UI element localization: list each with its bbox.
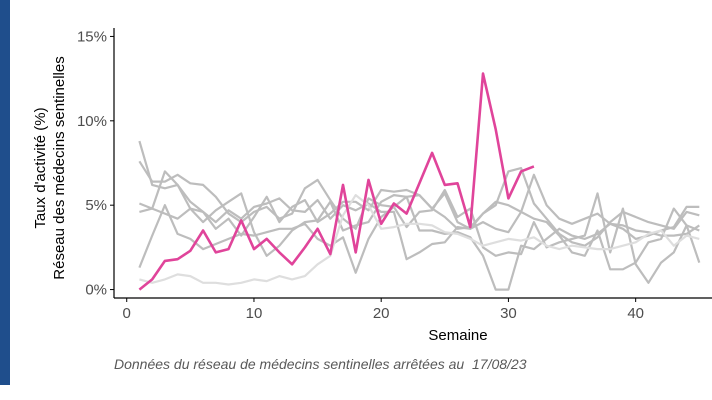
x-tick-label: 0 bbox=[123, 305, 131, 322]
axes bbox=[113, 28, 712, 299]
series-layer bbox=[138, 140, 701, 291]
x-tick-label: 20 bbox=[373, 305, 390, 322]
background-series-line-2 bbox=[138, 160, 700, 237]
background-series-line-6 bbox=[139, 194, 700, 286]
x-tick-label: 30 bbox=[500, 305, 517, 322]
x-tick-label: 40 bbox=[627, 305, 644, 322]
highlight-series-line bbox=[138, 72, 535, 291]
tick-layer: 0% 5% 10% 15% 0 10 20 30 40 bbox=[77, 28, 644, 322]
y-tick-label: 0% bbox=[85, 282, 107, 299]
y-axis-title-line2: Réseau des médecins sentinelles bbox=[51, 56, 68, 279]
background-series-line-5 bbox=[139, 197, 700, 271]
x-axis-title: Semaine bbox=[428, 327, 487, 344]
y-axis-title-line1: Taux d'activité (%) bbox=[32, 107, 49, 228]
y-tick-label: 10% bbox=[77, 113, 107, 130]
accent-bar bbox=[0, 0, 10, 385]
x-tick-label: 10 bbox=[246, 305, 263, 322]
y-tick-label: 15% bbox=[77, 28, 107, 45]
y-tick-label: 5% bbox=[85, 197, 107, 214]
data-source-caption: Données du réseau de médecins sentinelle… bbox=[114, 356, 527, 372]
highlight-layer bbox=[138, 72, 535, 291]
background-series-line-3 bbox=[138, 170, 700, 291]
